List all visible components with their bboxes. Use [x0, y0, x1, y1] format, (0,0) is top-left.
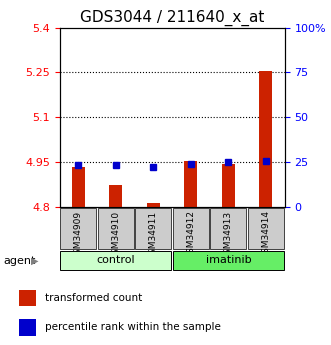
- Text: ▶: ▶: [31, 256, 38, 266]
- Text: percentile rank within the sample: percentile rank within the sample: [45, 323, 221, 333]
- Title: GDS3044 / 211640_x_at: GDS3044 / 211640_x_at: [80, 10, 264, 26]
- Bar: [184, 161, 198, 207]
- Text: GSM34911: GSM34911: [149, 210, 158, 259]
- Text: agent: agent: [3, 256, 36, 266]
- Text: GSM34912: GSM34912: [186, 210, 195, 259]
- Bar: [19, 290, 36, 306]
- FancyBboxPatch shape: [60, 208, 96, 249]
- Bar: [222, 164, 235, 207]
- FancyBboxPatch shape: [98, 208, 134, 249]
- FancyBboxPatch shape: [135, 208, 171, 249]
- FancyBboxPatch shape: [173, 250, 284, 270]
- Text: GSM34914: GSM34914: [261, 210, 270, 259]
- Text: GSM34913: GSM34913: [224, 210, 233, 259]
- Text: imatinib: imatinib: [206, 255, 251, 265]
- Text: transformed count: transformed count: [45, 293, 142, 303]
- Bar: [260, 71, 272, 207]
- FancyBboxPatch shape: [60, 250, 171, 270]
- Text: GSM34909: GSM34909: [74, 210, 83, 259]
- Bar: [72, 167, 85, 207]
- Bar: [147, 203, 160, 207]
- FancyBboxPatch shape: [211, 208, 246, 249]
- FancyBboxPatch shape: [173, 208, 209, 249]
- Text: GSM34910: GSM34910: [111, 210, 120, 259]
- FancyBboxPatch shape: [248, 208, 284, 249]
- Bar: [109, 185, 122, 207]
- Text: control: control: [97, 255, 135, 265]
- Bar: [19, 319, 36, 336]
